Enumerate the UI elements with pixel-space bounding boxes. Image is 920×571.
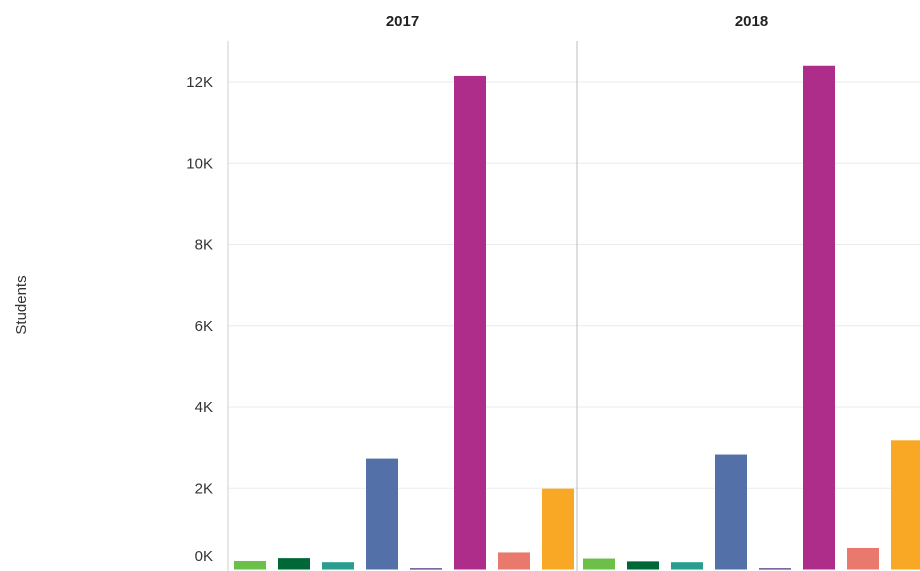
y-tick-label: 2K (195, 480, 213, 497)
bar[interactable] (847, 547, 879, 570)
bar[interactable] (671, 562, 703, 570)
y-tick-label: 0K (195, 548, 213, 565)
bar[interactable] (410, 568, 442, 570)
y-tick-label: 4K (195, 399, 213, 416)
bar[interactable] (627, 561, 659, 570)
panel-2018: 2018 (576, 13, 920, 571)
bar[interactable] (583, 558, 615, 570)
bar[interactable] (759, 568, 791, 570)
bar[interactable] (891, 440, 920, 570)
y-tick-label: 10K (186, 155, 213, 172)
panel-title: 2017 (386, 13, 419, 30)
panel-2017: 2017 (234, 13, 574, 570)
bar[interactable] (454, 75, 486, 570)
chart-panels: 2017 2018 (234, 13, 920, 571)
bar[interactable] (542, 488, 574, 570)
panel-title: 2018 (735, 13, 768, 30)
y-axis-label: Students (13, 275, 30, 334)
bar[interactable] (366, 458, 398, 570)
bar[interactable] (278, 558, 310, 570)
bar[interactable] (498, 552, 530, 570)
bar[interactable] (715, 454, 747, 570)
y-tick-label: 8K (195, 237, 213, 254)
y-tick-label: 6K (195, 318, 213, 335)
bar[interactable] (322, 562, 354, 570)
y-tick-label: 12K (186, 74, 213, 91)
bar[interactable] (803, 65, 835, 570)
bar[interactable] (234, 560, 266, 570)
